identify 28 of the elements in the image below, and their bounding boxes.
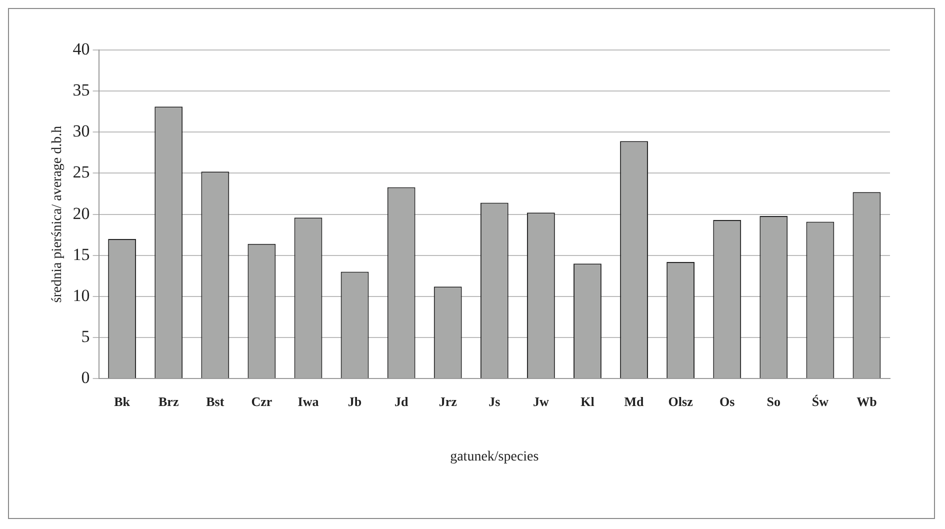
x-tick-label: Jd [394,394,409,409]
y-tick-label: 0 [81,368,90,388]
x-tick-label: Jw [532,394,550,409]
y-tick-label: 15 [72,244,90,264]
y-tick-label: 25 [72,162,90,182]
x-tick-label: Kl [580,394,595,409]
x-tick-label: Os [720,394,735,409]
x-tick-label: Iwa [298,394,320,409]
y-tick-label: 5 [81,326,90,346]
x-tick-label: So [766,394,781,409]
y-tick-label: 30 [72,122,90,141]
y-tick-label: 35 [72,80,90,100]
x-tick-label: Js [488,394,500,409]
y-axis-title: średnia pierśnica/ average d.b.h [50,126,66,303]
y-tick-label: 10 [72,286,90,305]
x-tick-label: Md [624,394,645,409]
x-tick-label: Olsz [668,394,694,409]
x-tick-label: Brz [158,394,179,409]
x-tick-label: Bst [206,394,225,409]
y-tick-label: 40 [72,39,90,58]
x-tick-label: Bk [114,394,131,409]
x-tick-label: Czr [251,394,272,409]
y-tick-label: 20 [72,204,90,223]
x-tick-label: Wb [856,394,877,409]
x-tick-label: Jb [348,394,362,409]
x-tick-label: Jrz [438,394,458,409]
x-axis-title: gatunek/species [450,449,539,464]
x-tick-label: Św [812,394,830,409]
